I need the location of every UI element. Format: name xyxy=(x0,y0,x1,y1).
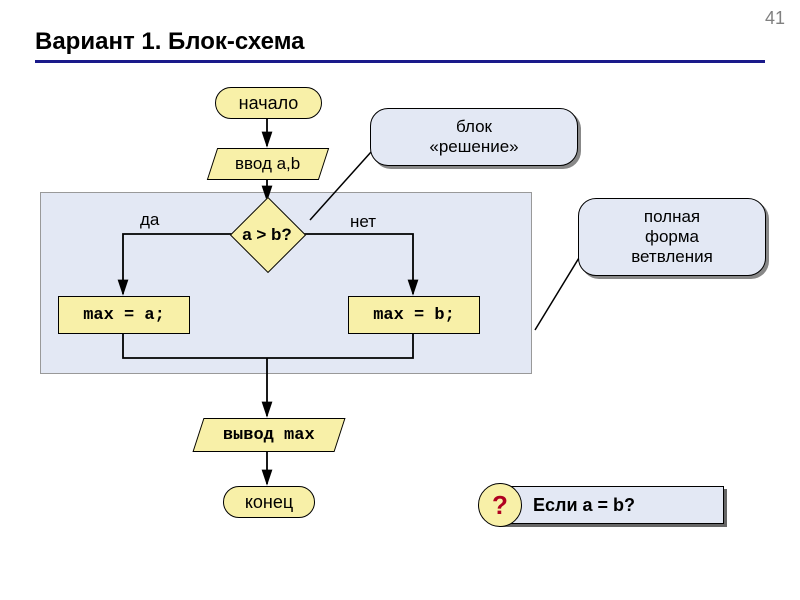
end-label: конец xyxy=(245,492,293,513)
right-process-label: max = b; xyxy=(373,306,455,325)
question-text: Если a = b? xyxy=(533,495,635,516)
branch-callout-line1: полная xyxy=(597,207,747,227)
left-process-block: max = a; xyxy=(58,296,190,334)
left-process-label: max = a; xyxy=(83,306,165,325)
input-block: ввод a,b xyxy=(207,148,329,180)
question-badge: ? xyxy=(478,483,522,527)
question-badge-text: ? xyxy=(492,490,508,521)
output-label: вывод max xyxy=(223,426,315,445)
decision-callout-line2: «решение» xyxy=(389,137,559,157)
branch-callout: полная форма ветвления xyxy=(578,198,766,276)
end-terminator: конец xyxy=(223,486,315,518)
input-label: ввод a,b xyxy=(235,154,300,173)
start-label: начало xyxy=(239,93,299,114)
decision-callout-line1: блок xyxy=(389,117,559,137)
question-box: Если a = b? xyxy=(496,486,724,524)
right-process-block: max = b; xyxy=(348,296,480,334)
start-terminator: начало xyxy=(215,87,322,119)
branch-callout-line3: ветвления xyxy=(597,247,747,267)
decision-callout: блок «решение» xyxy=(370,108,578,166)
branch-callout-line2: форма xyxy=(597,227,747,247)
yes-label: да xyxy=(140,210,159,230)
output-block: вывод max xyxy=(192,418,345,452)
no-label: нет xyxy=(350,212,376,232)
decision-label: a > b? xyxy=(235,225,299,245)
